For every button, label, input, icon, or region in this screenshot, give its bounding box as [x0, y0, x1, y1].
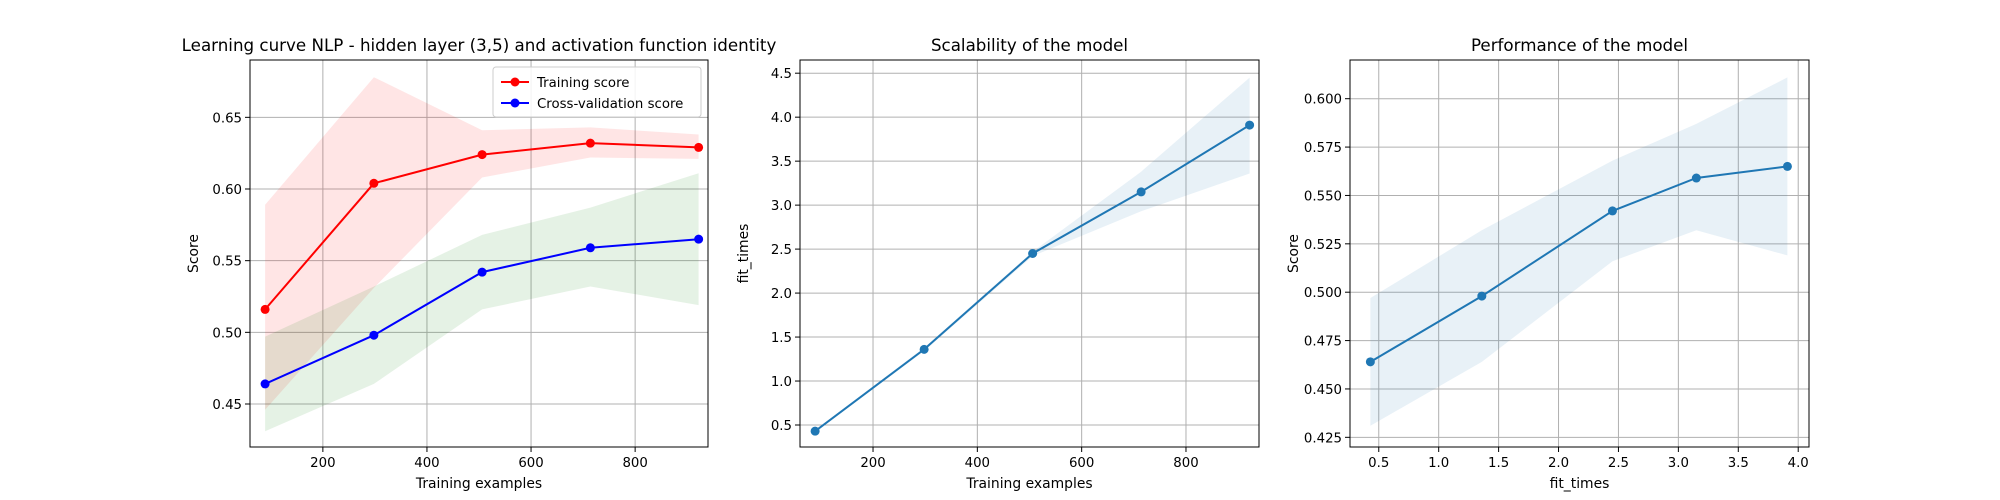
y-axis-label: Score — [186, 234, 202, 273]
axes-frame — [1349, 59, 1810, 448]
y-tick-label: 0.525 — [1304, 238, 1342, 253]
x-axis-label: Training examples — [965, 476, 1092, 492]
data-point — [585, 138, 595, 148]
x-tick-label: 3.0 — [1668, 456, 1689, 471]
y-tick-label: 0.55 — [212, 255, 242, 270]
x-tick-label: 400 — [965, 456, 990, 471]
y-tick-label: 1.0 — [771, 375, 792, 390]
x-tick-label: 800 — [622, 456, 647, 471]
chart-title: Learning curve NLP - hidden layer (3,5) … — [182, 35, 777, 55]
x-tick-label: 600 — [1069, 456, 1094, 471]
y-tick-label: 1.5 — [771, 331, 792, 346]
y-tick-label: 0.5 — [771, 419, 792, 434]
x-tick-label: 1.0 — [1428, 456, 1449, 471]
y-tick-label: 4.5 — [771, 67, 792, 82]
x-tick-label: 0.5 — [1368, 456, 1389, 471]
data-point — [585, 243, 595, 253]
data-point — [810, 426, 820, 436]
x-tick-label: 600 — [518, 456, 543, 471]
y-tick-label: 4.0 — [771, 111, 792, 126]
y-tick-label: 2.0 — [771, 287, 792, 302]
y-tick-label: 0.60 — [212, 183, 242, 198]
legend-box — [492, 66, 702, 118]
data-point — [1782, 161, 1792, 171]
y-tick-label: 3.0 — [771, 199, 792, 214]
axes-frame — [799, 59, 1260, 448]
chart-title: Performance of the model — [1471, 35, 1688, 55]
data-point — [694, 142, 704, 152]
data-point — [369, 178, 379, 188]
data-point — [260, 379, 270, 389]
x-tick-label: 400 — [414, 456, 439, 471]
y-tick-label: 0.50 — [212, 326, 242, 341]
legend: Training score Cross-validation score — [492, 66, 702, 118]
y-tick-label: 0.600 — [1304, 93, 1342, 108]
x-tick-label: 200 — [860, 456, 885, 471]
legend-label: Training score — [536, 76, 629, 91]
data-point — [1028, 249, 1038, 258]
data-point — [1607, 206, 1617, 216]
y-tick-label: 0.550 — [1304, 189, 1342, 204]
axes-frame — [249, 59, 709, 448]
x-tick-label: 1.5 — [1488, 456, 1509, 471]
x-tick-label: 200 — [310, 456, 335, 471]
y-axis-label: Score — [1286, 234, 1302, 273]
legend-swatch-marker — [510, 98, 520, 108]
y-tick-label: 3.5 — [771, 155, 792, 170]
data-point — [919, 344, 929, 354]
data-point — [1245, 120, 1255, 130]
data-point — [1691, 173, 1701, 183]
chart-panel-1: 200 400 600 800 0.45 0.50 0.55 0.60 0.65 Learning… — [182, 35, 777, 492]
chart-title: Scalability of the model — [931, 35, 1128, 55]
chart-panel-3: 0.5 1.0 1.5 2.0 2.5 3.0 3.5 4.0 0.425 0.450 0.475 0… — [1286, 35, 1810, 492]
data-point — [369, 330, 379, 340]
x-tick-label: 4.0 — [1788, 456, 1809, 471]
chart-panel-2: 200 400 600 800 0.5 1.0 1.5 2.0 2.5 3.0 3.5 4.0 4.5 S… — [736, 35, 1260, 492]
data-point — [1365, 357, 1375, 367]
y-tick-label: 0.65 — [212, 111, 242, 126]
confidence-band-2 — [265, 173, 699, 432]
confidence-band-1 — [265, 77, 699, 410]
x-tick-label: 800 — [1173, 456, 1198, 471]
y-tick-label: 2.5 — [771, 243, 792, 258]
data-point — [477, 150, 487, 160]
y-tick-label: 0.500 — [1304, 286, 1342, 301]
data-point — [1136, 187, 1146, 197]
legend-swatch-marker — [510, 77, 520, 87]
y-tick-label: 0.425 — [1304, 431, 1342, 446]
x-axis-label: fit_times — [1550, 476, 1610, 492]
data-point — [694, 234, 704, 244]
x-tick-label: 3.5 — [1728, 456, 1749, 471]
y-axis-label: fit_times — [736, 224, 752, 284]
x-tick-label: 2.0 — [1548, 456, 1569, 471]
x-tick-label: 2.5 — [1608, 456, 1629, 471]
y-tick-label: 0.575 — [1304, 141, 1342, 156]
data-point — [477, 267, 487, 277]
data-point — [1477, 291, 1487, 301]
y-tick-label: 0.45 — [212, 398, 242, 413]
x-axis-label: Training examples — [415, 476, 542, 492]
y-tick-label: 0.450 — [1304, 383, 1342, 398]
legend-label: Cross-validation score — [537, 97, 683, 112]
confidence-band-1 — [1370, 77, 1788, 426]
y-tick-label: 0.475 — [1304, 335, 1342, 350]
data-point — [260, 304, 270, 314]
